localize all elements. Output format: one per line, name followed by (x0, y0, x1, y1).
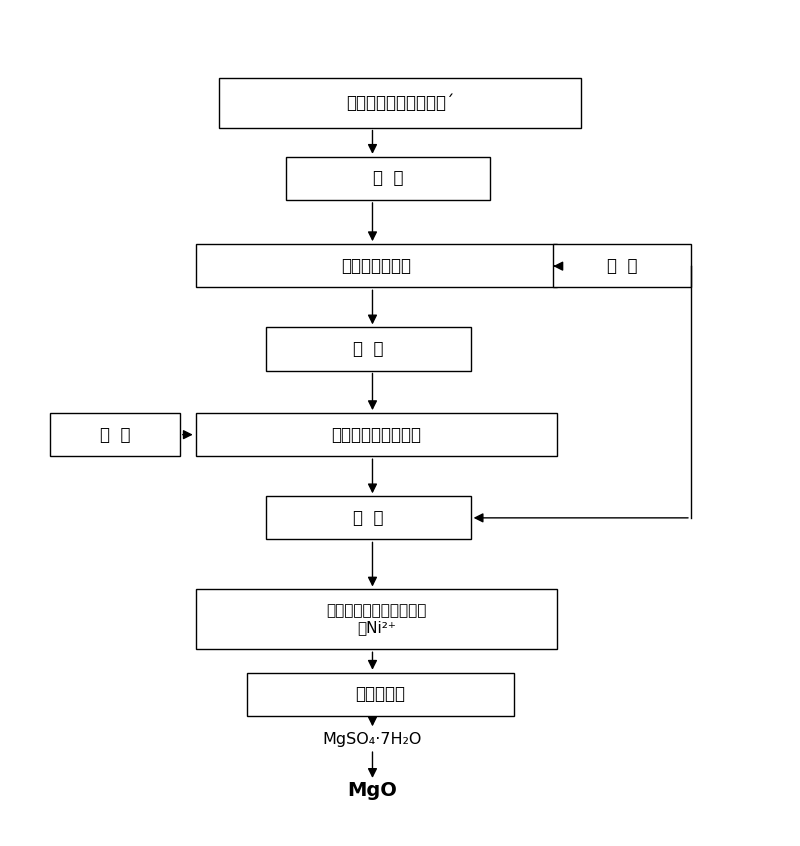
Text: 硫酸镶结晶: 硫酸镶结晶 (355, 685, 406, 703)
Bar (246, 673, 514, 716)
Bar (286, 157, 490, 200)
Bar (266, 327, 470, 371)
Text: 磨  矿: 磨 矿 (373, 169, 403, 187)
Bar (266, 497, 470, 540)
Text: 滤  液: 滤 液 (607, 256, 638, 275)
Text: MgO: MgO (347, 782, 398, 800)
Bar (50, 413, 180, 456)
Bar (219, 78, 581, 128)
Text: 滤  渣: 滤 渣 (354, 340, 384, 358)
Text: 稻壳固定氧化硫硫杆菌吸
附Ni²⁺: 稻壳固定氧化硫硫杆菌吸 附Ni²⁺ (326, 603, 426, 635)
Bar (196, 244, 558, 288)
Text: 滤  渣: 滤 渣 (100, 426, 130, 443)
Text: 高镶型低品位硫化镁矿´: 高镶型低品位硫化镁矿´ (346, 94, 454, 112)
Bar (554, 244, 691, 288)
Bar (196, 590, 558, 650)
Bar (196, 413, 558, 456)
Text: MgSO₄·7H₂O: MgSO₄·7H₂O (322, 732, 422, 747)
Text: 滤  液: 滤 液 (354, 508, 384, 527)
Text: 硫酸锨焙烧浸出: 硫酸锨焙烧浸出 (342, 256, 411, 275)
Text: 氧化亚铁硫杆菌浸出: 氧化亚铁硫杆菌浸出 (331, 426, 422, 443)
